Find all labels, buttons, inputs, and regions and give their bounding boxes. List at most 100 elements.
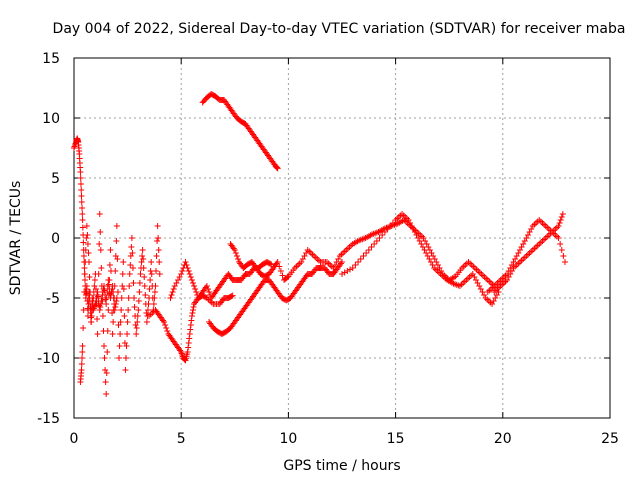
data-point xyxy=(235,256,242,262)
data-point xyxy=(78,199,85,205)
data-point xyxy=(133,325,140,331)
data-point xyxy=(557,217,564,223)
data-point xyxy=(188,317,195,324)
data-point xyxy=(118,307,125,313)
data-point xyxy=(101,343,108,349)
data-point xyxy=(78,361,85,367)
data-point xyxy=(189,310,196,316)
chart-title: Day 004 of 2022, Sidereal Day-to-day VTE… xyxy=(53,21,626,37)
data-point xyxy=(116,355,123,361)
data-point xyxy=(79,211,86,217)
data-point xyxy=(128,244,135,250)
data-point xyxy=(126,283,133,289)
data-point xyxy=(555,223,562,229)
data-point xyxy=(84,232,91,238)
data-point xyxy=(368,244,375,250)
data-point xyxy=(92,286,99,292)
data-point xyxy=(102,296,109,303)
data-points xyxy=(71,91,568,397)
series-early-spike xyxy=(71,135,120,325)
data-point xyxy=(96,307,103,313)
data-point xyxy=(84,241,91,247)
data-point xyxy=(104,349,111,355)
data-point xyxy=(560,253,567,259)
data-point xyxy=(82,247,89,253)
data-point xyxy=(135,298,142,304)
data-point xyxy=(561,259,568,265)
data-point xyxy=(193,289,200,295)
data-point xyxy=(146,286,153,292)
data-point xyxy=(95,271,102,277)
data-point xyxy=(189,280,196,286)
data-point xyxy=(81,289,88,295)
data-point xyxy=(106,277,113,283)
data-point xyxy=(144,307,151,313)
data-point xyxy=(339,271,345,277)
series-valley-then-rise xyxy=(206,259,345,337)
data-point xyxy=(191,283,198,289)
data-point xyxy=(151,295,158,301)
y-tick-label: 0 xyxy=(51,231,60,247)
data-point xyxy=(373,238,380,244)
x-tick-label: 10 xyxy=(279,431,297,447)
data-point xyxy=(119,271,126,277)
data-point xyxy=(167,295,174,301)
data-point xyxy=(137,271,144,277)
data-point xyxy=(117,331,124,337)
series-late-falling xyxy=(491,229,568,295)
data-point xyxy=(376,235,383,241)
series-lower-track xyxy=(339,211,502,307)
data-point xyxy=(124,319,131,325)
data-point xyxy=(185,268,192,274)
data-point xyxy=(136,289,143,295)
data-point xyxy=(559,211,566,217)
data-point xyxy=(186,335,193,342)
data-point xyxy=(113,223,120,229)
data-point xyxy=(123,343,130,349)
data-point xyxy=(94,292,101,298)
data-point xyxy=(186,271,193,277)
data-point xyxy=(274,259,281,265)
data-point xyxy=(555,235,562,241)
data-point xyxy=(96,241,103,247)
data-point xyxy=(86,259,93,265)
data-point xyxy=(80,239,87,246)
data-point xyxy=(188,313,195,319)
series-oscillation xyxy=(77,211,163,397)
data-point xyxy=(127,262,134,268)
data-point xyxy=(360,253,367,259)
data-point xyxy=(96,211,103,217)
data-point xyxy=(189,307,196,313)
data-point xyxy=(98,265,105,271)
data-point xyxy=(129,250,136,256)
data-point xyxy=(187,274,194,280)
data-point xyxy=(187,322,194,328)
data-point xyxy=(78,187,85,193)
data-point xyxy=(161,319,168,325)
data-point xyxy=(86,274,93,280)
data-point xyxy=(229,292,236,299)
y-tick-label: 5 xyxy=(51,171,60,187)
x-tick-label: 0 xyxy=(70,431,79,447)
data-point xyxy=(81,265,88,271)
data-point xyxy=(101,355,108,361)
data-point xyxy=(371,241,378,247)
data-point xyxy=(95,293,102,300)
data-point xyxy=(83,223,90,229)
data-point xyxy=(273,164,280,171)
data-point xyxy=(170,286,177,292)
data-point xyxy=(81,277,88,283)
data-point xyxy=(150,301,157,307)
data-point xyxy=(102,379,109,385)
data-point xyxy=(79,355,86,361)
data-point xyxy=(387,223,394,229)
data-point xyxy=(228,293,235,300)
y-tick-label: -10 xyxy=(37,351,60,367)
data-point xyxy=(80,325,87,331)
data-point xyxy=(190,304,197,310)
data-point xyxy=(99,298,106,304)
data-point xyxy=(142,292,149,298)
data-point xyxy=(178,271,185,277)
data-point xyxy=(274,164,281,171)
